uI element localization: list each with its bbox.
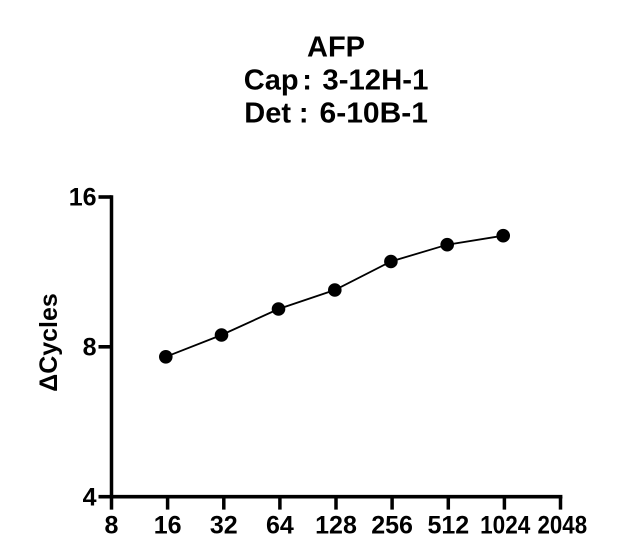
svg-text:3-12H-1: 3-12H-1	[322, 65, 428, 97]
svg-text:AFP: AFP	[307, 32, 365, 64]
svg-text:4: 4	[83, 483, 97, 511]
svg-text:16: 16	[154, 512, 182, 540]
svg-text:8: 8	[83, 333, 97, 361]
svg-text:128: 128	[315, 512, 357, 540]
svg-text:2048: 2048	[538, 512, 588, 540]
svg-text:6-10B-1: 6-10B-1	[320, 98, 429, 130]
svg-text:Cap: Cap	[244, 65, 299, 97]
svg-text:16: 16	[69, 184, 97, 212]
svg-text::: :	[302, 65, 312, 97]
svg-text:256: 256	[371, 512, 413, 540]
svg-text:64: 64	[266, 512, 294, 540]
svg-text:8: 8	[105, 512, 119, 540]
svg-text:512: 512	[427, 512, 469, 540]
svg-text:Det: Det	[244, 98, 291, 130]
svg-text:32: 32	[210, 512, 238, 540]
svg-text::: :	[299, 98, 309, 130]
svg-text:1024: 1024	[480, 512, 530, 540]
svg-text:ΔCycles: ΔCycles	[35, 293, 63, 392]
